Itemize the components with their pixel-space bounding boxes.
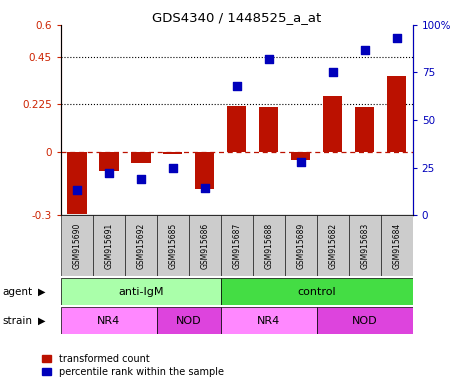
- Bar: [61, 215, 93, 276]
- Point: [105, 170, 113, 176]
- Legend: transformed count, percentile rank within the sample: transformed count, percentile rank withi…: [42, 354, 224, 377]
- Bar: [381, 215, 413, 276]
- Text: control: control: [297, 287, 336, 297]
- Text: GSM915691: GSM915691: [105, 222, 113, 269]
- Bar: [99, 152, 119, 171]
- Text: NOD: NOD: [352, 316, 378, 326]
- Text: agent: agent: [2, 287, 32, 297]
- Text: GSM915683: GSM915683: [360, 222, 369, 269]
- Text: strain: strain: [2, 316, 32, 326]
- Bar: [131, 152, 151, 163]
- Bar: [355, 107, 374, 152]
- Text: GSM915684: GSM915684: [392, 222, 401, 269]
- Point: [329, 70, 337, 76]
- Point: [137, 176, 144, 182]
- Point: [297, 159, 304, 165]
- Text: GSM915682: GSM915682: [328, 222, 337, 268]
- Bar: [189, 215, 221, 276]
- Point: [73, 187, 81, 194]
- Bar: [221, 215, 253, 276]
- Bar: [285, 215, 317, 276]
- Text: GSM915688: GSM915688: [265, 222, 273, 268]
- Text: GSM915690: GSM915690: [72, 222, 82, 269]
- Bar: [317, 307, 413, 334]
- Bar: [163, 152, 182, 154]
- Text: ▶: ▶: [38, 316, 46, 326]
- Text: NR4: NR4: [97, 316, 121, 326]
- Bar: [227, 106, 246, 152]
- Bar: [195, 152, 214, 189]
- Bar: [68, 152, 87, 214]
- Point: [393, 35, 401, 41]
- Text: ▶: ▶: [38, 287, 46, 297]
- Text: GSM915689: GSM915689: [296, 222, 305, 269]
- Bar: [349, 215, 381, 276]
- Bar: [157, 307, 221, 334]
- Text: NR4: NR4: [257, 316, 280, 326]
- Bar: [221, 278, 413, 305]
- Text: NOD: NOD: [176, 316, 202, 326]
- Bar: [387, 76, 406, 152]
- Title: GDS4340 / 1448525_a_at: GDS4340 / 1448525_a_at: [152, 11, 321, 24]
- Bar: [291, 152, 310, 160]
- Point: [361, 46, 369, 53]
- Bar: [125, 215, 157, 276]
- Point: [201, 185, 209, 192]
- Text: GSM915685: GSM915685: [168, 222, 177, 269]
- Text: GSM915692: GSM915692: [136, 222, 145, 269]
- Point: [265, 56, 272, 62]
- Text: GSM915686: GSM915686: [200, 222, 209, 269]
- Point: [169, 164, 177, 170]
- Bar: [253, 215, 285, 276]
- Bar: [61, 307, 157, 334]
- Text: anti-IgM: anti-IgM: [118, 287, 164, 297]
- Bar: [323, 96, 342, 152]
- Bar: [61, 278, 221, 305]
- Text: GSM915687: GSM915687: [232, 222, 242, 269]
- Bar: [93, 215, 125, 276]
- Bar: [259, 107, 279, 152]
- Bar: [317, 215, 349, 276]
- Bar: [221, 307, 317, 334]
- Bar: [157, 215, 189, 276]
- Point: [233, 83, 241, 89]
